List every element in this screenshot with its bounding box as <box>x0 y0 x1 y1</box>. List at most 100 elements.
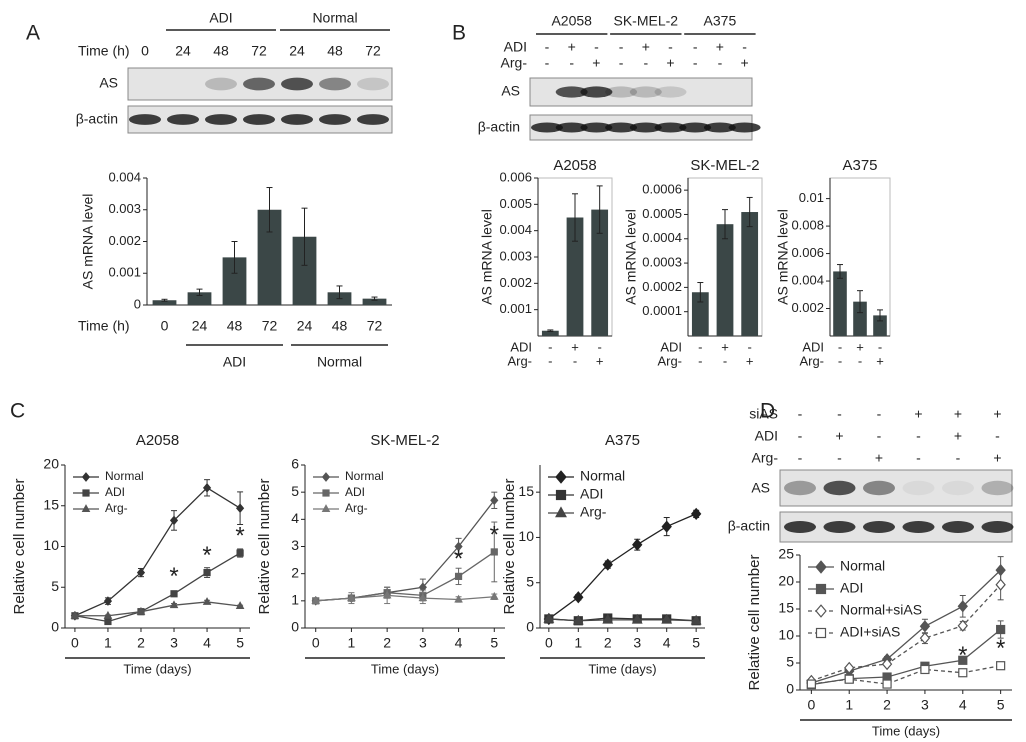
blot-band <box>902 521 935 533</box>
blot-band <box>981 480 1014 496</box>
row-label: β-actin <box>478 119 520 135</box>
condition-sign: + <box>954 406 962 422</box>
x-tick-label: 5 <box>236 635 244 651</box>
bar <box>566 217 584 336</box>
blot-as <box>779 469 1013 507</box>
bar <box>257 209 282 305</box>
condition-sign: + <box>741 55 749 71</box>
series-line <box>74 601 241 617</box>
y-tick-label: 4 <box>291 510 299 526</box>
marker <box>202 482 212 493</box>
y-tick-label: 15 <box>778 600 794 616</box>
marker <box>995 578 1006 591</box>
legend-label: Arg- <box>345 501 368 515</box>
marker <box>490 495 499 506</box>
legend-label: Normal <box>840 558 885 574</box>
marker <box>661 613 673 624</box>
y-tick-label: 1 <box>291 592 299 608</box>
group-label: A2058 <box>551 13 592 29</box>
y-tick-label: 0.002 <box>108 233 141 248</box>
legend-label: Normal <box>580 468 625 484</box>
blot-band <box>580 122 613 133</box>
blot-band <box>319 114 351 125</box>
marker <box>815 627 827 639</box>
bar <box>187 292 212 305</box>
marker <box>573 591 584 604</box>
blot-band <box>605 122 638 133</box>
marker <box>236 549 244 557</box>
marker <box>996 624 1006 635</box>
condition-sign: - <box>916 428 921 444</box>
blot-band <box>531 122 563 133</box>
marker <box>632 538 643 551</box>
marker <box>170 590 178 598</box>
bar <box>873 315 887 336</box>
marker <box>103 610 113 619</box>
series-line <box>315 594 495 602</box>
y-axis-label: Relative cell number <box>256 479 273 615</box>
x-tick-label: 4 <box>455 635 463 651</box>
legend-label: ADI <box>840 580 863 596</box>
marker <box>311 595 321 604</box>
y-tick-label: 10 <box>518 528 534 544</box>
marker <box>919 620 931 633</box>
condition-sign: - <box>698 339 702 354</box>
x-tick-label: 72 <box>367 318 383 334</box>
condition-sign: - <box>643 55 648 71</box>
bar <box>541 330 559 336</box>
row-label: β-actin <box>728 518 770 534</box>
marker <box>572 614 584 625</box>
bar <box>716 224 734 336</box>
significance-mark: * <box>202 542 211 569</box>
marker <box>690 614 702 625</box>
marker <box>82 489 90 497</box>
x-tick-label: 3 <box>419 635 427 651</box>
panel-label: A <box>26 22 40 45</box>
marker <box>555 489 567 501</box>
marker <box>957 600 968 613</box>
blot-band <box>784 480 816 496</box>
lane-label: 24 <box>289 43 305 59</box>
y-tick-label: 0 <box>526 619 534 635</box>
blot-band <box>863 480 895 496</box>
panel-label: C <box>10 400 25 423</box>
x-tick-label: 3 <box>170 635 178 651</box>
y-tick-label: 0.004 <box>108 169 141 184</box>
marker <box>602 558 613 571</box>
blot-band <box>605 86 638 98</box>
x-tick-label: 2 <box>883 697 891 713</box>
x-tick-label: 0 <box>807 697 815 713</box>
blot-band <box>555 86 588 98</box>
condition-sign: - <box>878 339 882 354</box>
condition-sign: + <box>993 406 1001 422</box>
x-tick-label: 0 <box>312 635 320 651</box>
condition-sign: - <box>569 55 574 71</box>
series-line <box>315 551 495 602</box>
blot-band <box>580 86 613 98</box>
condition-sign: + <box>666 55 674 71</box>
legend-label: ADI <box>580 486 603 502</box>
marker <box>844 661 855 674</box>
marker <box>202 597 212 605</box>
condition-sign: - <box>798 450 803 466</box>
lane-label: 0 <box>141 43 149 59</box>
legend-label: Arg- <box>105 501 128 515</box>
blot-band <box>243 114 275 125</box>
series-line <box>811 569 1002 684</box>
bar <box>591 209 609 336</box>
y-tick-label: 0.0002 <box>642 279 682 294</box>
lane-label: 72 <box>365 43 381 59</box>
significance-mark: * <box>454 546 463 573</box>
y-axis-label: Relative cell number <box>501 479 518 615</box>
y-tick-label: 25 <box>778 546 794 562</box>
legend-label: ADI <box>345 485 365 499</box>
blot-band <box>129 114 161 125</box>
x-tick-label: 2 <box>604 635 612 651</box>
condition-sign: - <box>545 55 550 71</box>
x-tick-label: 3 <box>921 697 929 713</box>
marker <box>81 504 91 512</box>
y-tick-label: 0.002 <box>791 300 824 315</box>
x-tick-label: 1 <box>104 635 112 651</box>
marker <box>919 632 931 645</box>
y-tick-label: 0.001 <box>108 265 141 280</box>
